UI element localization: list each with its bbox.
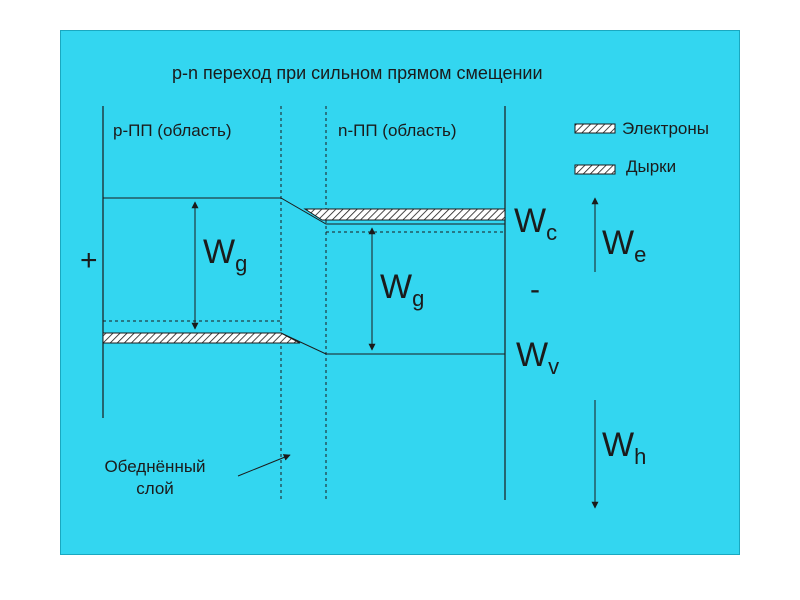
legend-holes-label: Дырки (626, 157, 677, 176)
diagram-title: p-n переход при сильном прямом смещении (172, 63, 543, 83)
depletion-layer-note: Обеднённый слой (80, 456, 230, 500)
conduction-band-edge (103, 197, 505, 225)
p-region-label: р-ПП (область) (113, 121, 232, 140)
diagram-panel (60, 30, 740, 555)
wg-n-label: Wg (380, 268, 425, 311)
wc-label: Wc (514, 202, 558, 245)
legend-electrons-label: Электроны (622, 119, 709, 138)
wh-label: Wh (602, 426, 647, 469)
legend-holes-swatch (574, 164, 616, 175)
depletion-note-line2: слой (136, 479, 174, 498)
depletion-note-line1: Обеднённый (104, 457, 206, 476)
wv-label: Wv (516, 336, 560, 379)
electron-band-hatched (303, 208, 506, 221)
we-label: We (602, 224, 647, 267)
plus-sign: + (80, 244, 98, 277)
hole-band-hatched (102, 332, 301, 344)
depletion-pointer-arrow (237, 454, 291, 477)
minus-sign: - (530, 273, 540, 306)
n-region-label: n-ПП (область) (338, 121, 457, 140)
legend-electrons-swatch (574, 123, 616, 134)
wg-p-label: Wg (203, 233, 248, 276)
